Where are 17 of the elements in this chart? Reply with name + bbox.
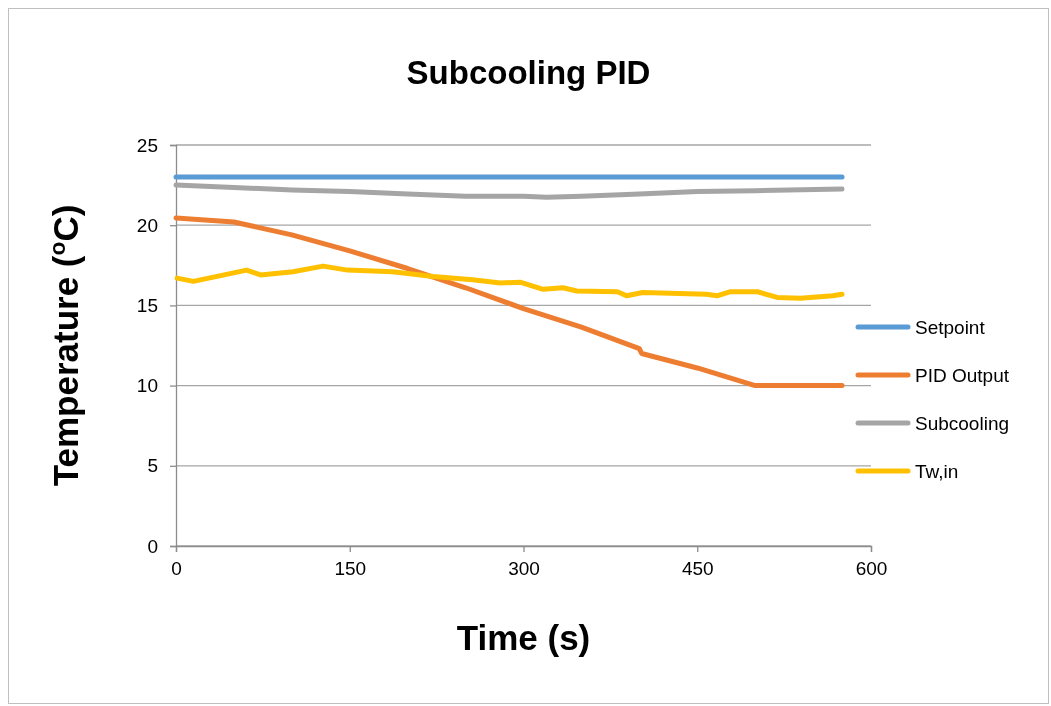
y-tick-label: 0 (147, 535, 158, 557)
legend-label: Setpoint (915, 317, 986, 338)
x-tick-label: 600 (855, 558, 888, 580)
x-axis-title: Time (s) (456, 618, 591, 657)
legend-label: PID Output (915, 365, 1010, 386)
chart-title: Subcooling PID (406, 54, 651, 91)
x-tick-label: 450 (681, 558, 714, 580)
legend-label: Subcooling (915, 413, 1010, 434)
y-tick-label: 20 (136, 214, 158, 236)
y-tick-label: 5 (147, 455, 158, 477)
y-tick-label: 10 (136, 375, 158, 397)
y-tick-label: 15 (136, 294, 158, 316)
x-tick-label: 0 (171, 558, 182, 580)
x-tick-label: 150 (334, 558, 367, 580)
legend-label: Tw,in (915, 461, 959, 482)
y-tick-label: 25 (136, 134, 158, 156)
x-tick-label: 300 (508, 558, 540, 580)
